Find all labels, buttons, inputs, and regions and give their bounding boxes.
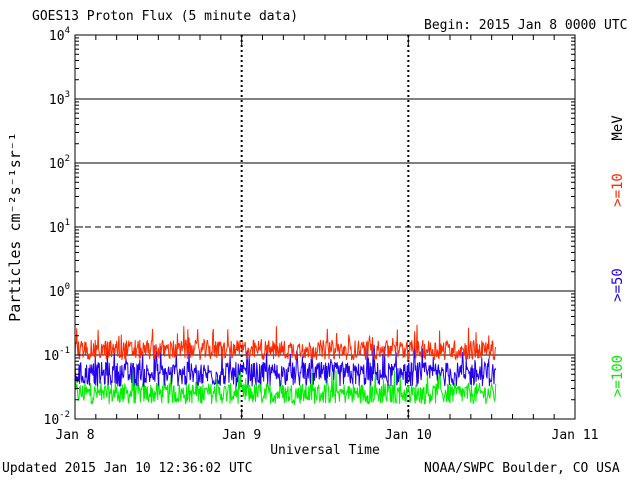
x-tick-label: Jan 9: [222, 428, 261, 443]
updated-timestamp: Updated 2015 Jan 10 12:36:02 UTC: [2, 461, 253, 476]
series-line-ge50: [74, 344, 497, 387]
y-tick-label: 104: [49, 26, 70, 44]
y-tick-label: 10-1: [44, 346, 71, 364]
legend-entry: >=100: [610, 355, 626, 397]
y-tick-label: 10-2: [44, 410, 71, 428]
x-tick-label: Jan 10: [385, 428, 432, 443]
chart-title: GOES13 Proton Flux (5 minute data): [32, 9, 299, 24]
legend-unit-label: MeV: [610, 115, 626, 141]
source-credit: NOAA/SWPC Boulder, CO USA: [424, 461, 620, 476]
y-tick-label: 102: [49, 154, 70, 172]
legend-entry: >=10: [610, 173, 626, 207]
x-tick-label: Jan 8: [55, 428, 94, 443]
y-axis-label: Particles cm⁻²s⁻¹sr⁻¹: [6, 132, 24, 322]
y-tick-label: 100: [49, 282, 70, 300]
legend-entry: >=50: [610, 268, 626, 302]
x-tick-label: Jan 11: [552, 428, 599, 443]
y-tick-label: 101: [49, 218, 70, 236]
y-tick-label: 103: [49, 90, 70, 108]
begin-time-label: Begin: 2015 Jan 8 0000 UTC: [424, 18, 628, 33]
series-line-ge100: [74, 369, 497, 407]
series-line-ge10: [74, 324, 497, 361]
x-axis-label: Universal Time: [270, 443, 380, 458]
